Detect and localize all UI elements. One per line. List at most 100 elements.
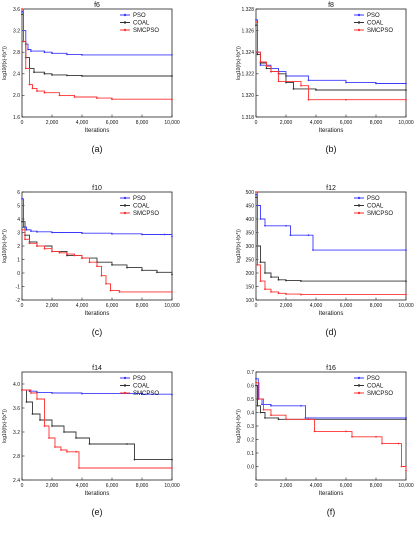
x-axis-label: Iterations <box>319 311 344 317</box>
data-point-smcpso <box>259 280 262 282</box>
y-tick-label: 1.318 <box>241 115 254 121</box>
data-point-smcpso <box>270 291 272 293</box>
legend-marker <box>357 391 361 395</box>
data-point-pso <box>51 52 53 55</box>
data-point-smcpso <box>96 97 98 99</box>
legend-marker <box>123 211 127 215</box>
y-axis-label: log10(f(x)-f(x*)) <box>236 229 242 263</box>
data-point-smcpso <box>24 238 26 241</box>
data-point-smcpso <box>256 51 259 54</box>
data-point-smcpso <box>171 98 173 101</box>
data-point-pso <box>163 233 166 236</box>
y-tick-label: 5 <box>17 203 20 209</box>
chart-panel-3: f10 0 2,000 4,000 6,000 8,000 10,000 -2 -1 0 1 2 3 4 5… <box>2 185 180 337</box>
data-point-smcpso <box>60 449 62 451</box>
data-point-coal <box>300 280 302 282</box>
y-tick-label: 400 <box>246 217 255 223</box>
x-tick-label: 8,000 <box>370 483 383 489</box>
legend-label: SMCPSO <box>367 28 393 34</box>
data-point-pso <box>21 197 23 200</box>
y-tick-label: 0.6 <box>247 383 254 389</box>
data-point-smcpso <box>300 293 302 296</box>
x-tick-label: 4,000 <box>310 483 323 489</box>
y-tick-label: 0.0 <box>247 464 254 470</box>
data-point-smcpso <box>375 435 377 438</box>
data-point-smcpso <box>397 442 400 445</box>
data-point-coal <box>141 269 143 272</box>
panel-label: (a) <box>92 144 103 154</box>
chart-title: f16 <box>326 365 336 372</box>
y-axis-label: log10(f(x)-f(x*)) <box>2 409 8 443</box>
legend-marker <box>357 28 361 32</box>
x-tick-label: 10,000 <box>164 303 180 309</box>
data-point-pso <box>27 48 29 51</box>
data-point-coal <box>315 89 317 91</box>
x-axis-label: Iterations <box>85 128 110 134</box>
chart-panel-4: f12 0 2,000 4,000 6,000 8,000 10,000 100 150 200 2… <box>236 185 414 337</box>
data-point-coal <box>277 418 280 421</box>
data-point-coal <box>285 279 287 282</box>
x-axis-label: Iterations <box>319 128 344 134</box>
data-point-pso <box>289 234 292 237</box>
panel-label: (c) <box>92 327 103 337</box>
data-point-smcpso <box>258 398 260 400</box>
data-point-coal <box>264 417 266 419</box>
legend-label: PSO <box>133 196 146 202</box>
x-tick-label: 6,000 <box>340 483 353 489</box>
data-point-pso <box>66 53 68 56</box>
chart-title: f6 <box>94 2 100 9</box>
x-tick-label: 10,000 <box>164 120 180 126</box>
data-point-smcpso <box>118 291 121 293</box>
data-point-pso <box>312 249 314 251</box>
y-tick-label: 6 <box>17 190 20 196</box>
data-point-coal <box>264 272 266 274</box>
data-point-smcpso <box>21 8 23 10</box>
x-tick-label: 10,000 <box>164 483 180 489</box>
data-point-pso <box>25 228 28 231</box>
legend-label: PSO <box>367 13 380 19</box>
y-tick-label: 100 <box>246 298 255 304</box>
y-tick-label: 0.4 <box>247 410 254 416</box>
data-point-smcpso <box>22 40 25 43</box>
series-line-smcpso <box>22 389 172 469</box>
y-tick-label: 2.0 <box>13 93 20 99</box>
x-tick-label: 0 <box>255 303 258 309</box>
legend-marker <box>357 376 361 380</box>
data-point-smcpso <box>30 392 32 394</box>
series-line-pso <box>256 194 406 251</box>
data-point-smcpso <box>48 437 50 439</box>
panel-label: (f) <box>327 507 336 517</box>
data-point-smcpso <box>54 446 56 448</box>
data-point-coal <box>21 13 23 16</box>
x-tick-label: 2,000 <box>46 120 59 126</box>
data-point-pso <box>255 193 257 196</box>
data-point-coal <box>81 75 83 77</box>
data-point-smcpso <box>81 257 83 260</box>
legend-label: SMCPSO <box>133 391 159 397</box>
data-point-coal <box>259 411 262 414</box>
data-point-coal <box>256 404 259 407</box>
x-tick-label: 4,000 <box>310 120 323 126</box>
data-point-coal <box>33 71 35 74</box>
chart-title: f10 <box>92 185 102 192</box>
data-point-smcpso <box>31 87 34 90</box>
data-point-smcpso <box>78 467 80 469</box>
data-point-pso <box>405 249 407 251</box>
x-tick-label: 2,000 <box>280 120 293 126</box>
y-tick-label: 2.4 <box>13 72 20 78</box>
y-tick-label: 2.4 <box>13 478 20 484</box>
legend-label: SMCPSO <box>133 28 159 34</box>
x-tick-label: 8,000 <box>370 303 383 309</box>
x-tick-label: 10,000 <box>398 483 414 489</box>
data-point-smcpso <box>171 467 173 469</box>
y-tick-label: 1.6 <box>13 115 20 121</box>
data-point-coal <box>126 266 128 269</box>
legend-marker <box>357 211 361 215</box>
data-point-pso <box>51 392 53 394</box>
data-point-pso <box>345 81 347 84</box>
x-tick-label: 6,000 <box>106 303 119 309</box>
legend-marker <box>123 13 127 17</box>
x-tick-label: 4,000 <box>76 120 89 126</box>
data-point-smcpso <box>255 21 257 23</box>
